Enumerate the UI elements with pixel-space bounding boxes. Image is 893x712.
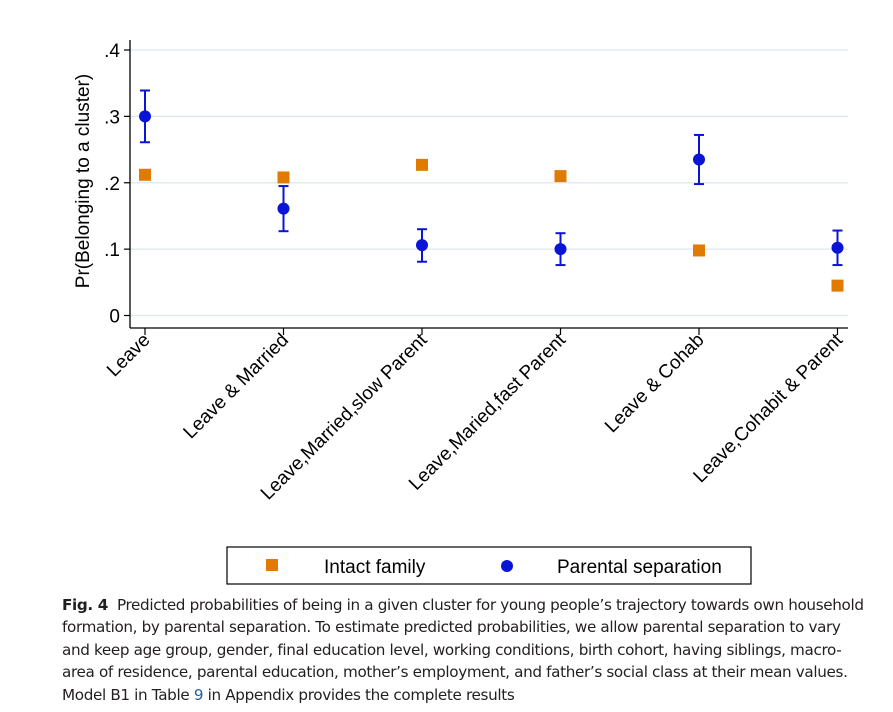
- data-marks: [139, 89, 844, 292]
- caption-label: Fig. 4: [62, 596, 108, 614]
- legend-label-intact-family: Intact family: [324, 557, 426, 578]
- x-tick-label: Leave,Maried,fast Parent: [405, 329, 570, 494]
- caption-text-end: in Appendix provides the complete result…: [203, 685, 515, 704]
- legend-marker-intact-family: [266, 559, 278, 571]
- point-intact-family: [416, 158, 428, 171]
- gridlines: [130, 49, 848, 317]
- chart: 0 .1 .2 .3 .4 Pr(Belonging to a cluster) Lea…: [73, 40, 848, 585]
- point-intact-family: [277, 171, 290, 184]
- x-tick-label: Leave & Married: [180, 330, 293, 443]
- y-axis-label: Pr(Belonging to a cluster): [73, 74, 94, 288]
- y-tick-label: 0: [109, 307, 120, 328]
- figure-caption: Fig. 4 Predicted probabilities of being …: [62, 594, 872, 706]
- y-tick-label: .2: [104, 174, 120, 195]
- point-parental-separation: [554, 243, 567, 256]
- legend-box: [226, 546, 752, 585]
- point-intact-family: [139, 168, 151, 181]
- legend-label-parental-separation: Parental separation: [557, 557, 722, 578]
- y-axis-ticks: 0 .1 .2 .3 .4: [104, 41, 130, 328]
- point-intact-family: [554, 170, 567, 183]
- y-tick-label: .3: [104, 107, 120, 128]
- legend-marker-parental-separation: [501, 560, 513, 572]
- x-tick-label: Leave,Cohabit & Parent: [690, 329, 848, 487]
- caption-text: Predicted probabilities of being in a gi…: [62, 596, 864, 704]
- legend: Intact family Parental separation: [226, 546, 752, 585]
- point-intact-family: [831, 279, 844, 292]
- point-parental-separation: [416, 239, 428, 252]
- x-tick-label: Leave: [103, 330, 154, 381]
- point-intact-family: [693, 244, 705, 257]
- table-reference-link[interactable]: 9: [193, 685, 204, 704]
- y-tick-label: .1: [104, 240, 120, 261]
- x-tick-label: Leave & Cohab: [601, 330, 708, 437]
- point-parental-separation: [277, 202, 290, 215]
- point-parental-separation: [693, 153, 705, 166]
- point-parental-separation: [139, 110, 151, 123]
- y-tick-label: .4: [104, 41, 120, 62]
- point-parental-separation: [831, 241, 844, 254]
